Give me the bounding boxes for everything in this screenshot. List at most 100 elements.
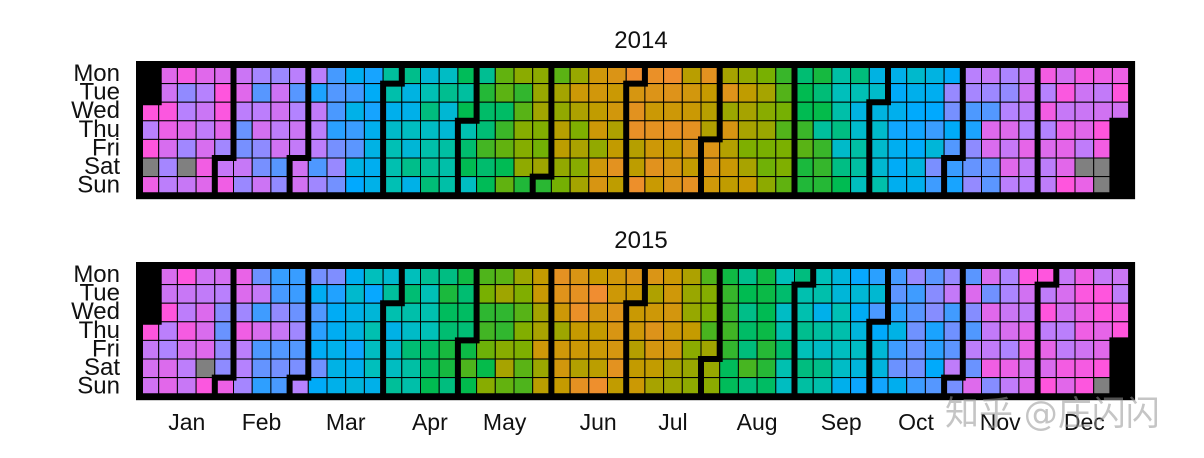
- day-cell: [756, 120, 777, 140]
- day-cell: [494, 83, 515, 103]
- month-label-jul: Jul: [658, 409, 687, 435]
- day-cell: [251, 101, 272, 122]
- day-cell: [588, 120, 608, 140]
- day-label-thu: Thu: [79, 116, 120, 143]
- day-cell: [1055, 120, 1076, 140]
- day-cell: [1074, 101, 1095, 122]
- day-cell: [663, 339, 683, 360]
- day-cell: [812, 358, 833, 379]
- day-cell: [644, 120, 665, 140]
- day-cell: [737, 339, 758, 360]
- day-cell: [401, 157, 421, 178]
- day-cell: [812, 157, 833, 178]
- day-cell: [831, 83, 852, 103]
- day-cell: [887, 358, 908, 379]
- day-cell: [345, 302, 365, 323]
- month-label-aug: Aug: [737, 409, 778, 435]
- day-cell: [420, 120, 440, 140]
- day-cell: [999, 302, 1020, 323]
- day-cell: [756, 138, 777, 159]
- day-cell: [345, 101, 365, 122]
- day-cell: [737, 120, 758, 140]
- day-cell: [588, 157, 608, 178]
- day-cell: [251, 83, 272, 103]
- month-label-oct: Oct: [898, 409, 934, 435]
- day-cell: [924, 284, 945, 304]
- day-cell: [569, 138, 590, 159]
- day-cell: [1074, 302, 1095, 323]
- day-label-sun: Sun: [77, 373, 120, 400]
- month-boundary: [454, 266, 480, 397]
- day-cell: [476, 138, 496, 159]
- day-cell: [906, 358, 926, 379]
- day-cell: [176, 101, 197, 122]
- panel-title: 2015: [614, 227, 667, 254]
- day-cell: [981, 339, 1001, 360]
- day-cell: [176, 339, 197, 360]
- day-cell: [1055, 83, 1076, 103]
- day-cell: [887, 138, 908, 159]
- day-cell: [569, 284, 590, 304]
- day-cell: [681, 101, 702, 122]
- day-cell: [326, 157, 347, 178]
- day-cell: [737, 157, 758, 178]
- day-cell: [588, 358, 608, 379]
- day-cell: [663, 302, 683, 323]
- day-cell: [1074, 358, 1095, 379]
- day-cell: [513, 284, 534, 304]
- day-cell: [981, 284, 1001, 304]
- day-cell: [494, 321, 515, 341]
- day-cell: [326, 321, 347, 341]
- day-label-fri: Fri: [92, 134, 120, 161]
- day-cell: [831, 157, 852, 178]
- day-cell: [251, 339, 272, 360]
- day-cell: [1074, 321, 1095, 341]
- day-cell: [251, 358, 272, 379]
- day-cell: [737, 138, 758, 159]
- day-cell: [176, 321, 197, 341]
- day-cell: [924, 120, 945, 140]
- day-cell: [644, 138, 665, 159]
- day-cell: [663, 157, 683, 178]
- day-cell: [476, 157, 496, 178]
- day-cell: [999, 83, 1020, 103]
- month-boundary: [1034, 266, 1060, 397]
- day-cell: [420, 358, 440, 379]
- day-cell: [420, 138, 440, 159]
- day-cell: [924, 101, 945, 122]
- month-boundary: [698, 266, 723, 397]
- day-cell: [1055, 157, 1076, 178]
- day-cell: [195, 120, 216, 140]
- day-cell: [569, 321, 590, 341]
- day-cell: [270, 101, 291, 122]
- day-cell: [831, 120, 852, 140]
- day-cell: [569, 358, 590, 379]
- day-cell: [251, 157, 272, 178]
- day-label-thu: Thu: [79, 317, 120, 344]
- day-cell: [981, 101, 1001, 122]
- day-cell: [158, 120, 178, 140]
- month-boundary: [698, 65, 723, 196]
- day-cell: [270, 339, 291, 360]
- day-cell: [513, 138, 534, 159]
- day-cell: [831, 302, 852, 323]
- day-cell: [438, 284, 459, 304]
- day-cell: [494, 358, 515, 379]
- month-label-nov: Nov: [980, 409, 1021, 435]
- day-cell: [176, 157, 197, 178]
- day-cell: [176, 120, 197, 140]
- day-label-fri: Fri: [92, 335, 120, 362]
- day-cell: [270, 83, 291, 103]
- day-cell: [1055, 138, 1076, 159]
- day-cell: [588, 284, 608, 304]
- day-cell: [756, 83, 777, 103]
- day-cell: [588, 101, 608, 122]
- day-cell: [1074, 120, 1095, 140]
- day-cell: [981, 157, 1001, 178]
- day-cell: [1055, 321, 1076, 341]
- day-cell: [588, 83, 608, 103]
- day-cell: [663, 321, 683, 341]
- day-label-tue: Tue: [80, 280, 120, 307]
